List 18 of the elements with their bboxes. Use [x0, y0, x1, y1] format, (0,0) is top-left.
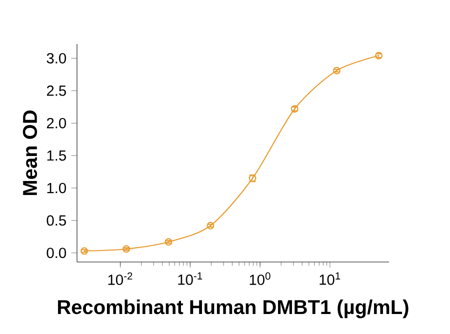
y-axis-title: Mean OD	[22, 110, 38, 195]
y-tick-label: 2.5	[46, 86, 66, 96]
x-tick-label: 10$^{0}$	[250, 272, 270, 285]
y-tick-label: 1.0	[47, 182, 66, 194]
y-tick-label: 3.0	[46, 53, 66, 64]
x-axis-title: Recombinant Human DMBT1 (µg/mL)	[58, 299, 408, 318]
point	[164, 238, 172, 246]
y-tick-label: 0.0	[46, 248, 66, 258]
y-tick-label: 2.0	[46, 118, 66, 128]
y-tick-label: 0.5	[46, 215, 66, 226]
point	[206, 222, 214, 230]
x-tick-label: 10$^{-2}$	[108, 272, 132, 285]
y-tick-label: 1.5	[47, 150, 66, 161]
point	[80, 247, 88, 255]
x-tick-label: 10$^{1}$	[320, 272, 340, 285]
x-tick-label: 10$^{-1}$	[178, 272, 202, 285]
point	[332, 66, 340, 74]
point	[122, 245, 130, 253]
